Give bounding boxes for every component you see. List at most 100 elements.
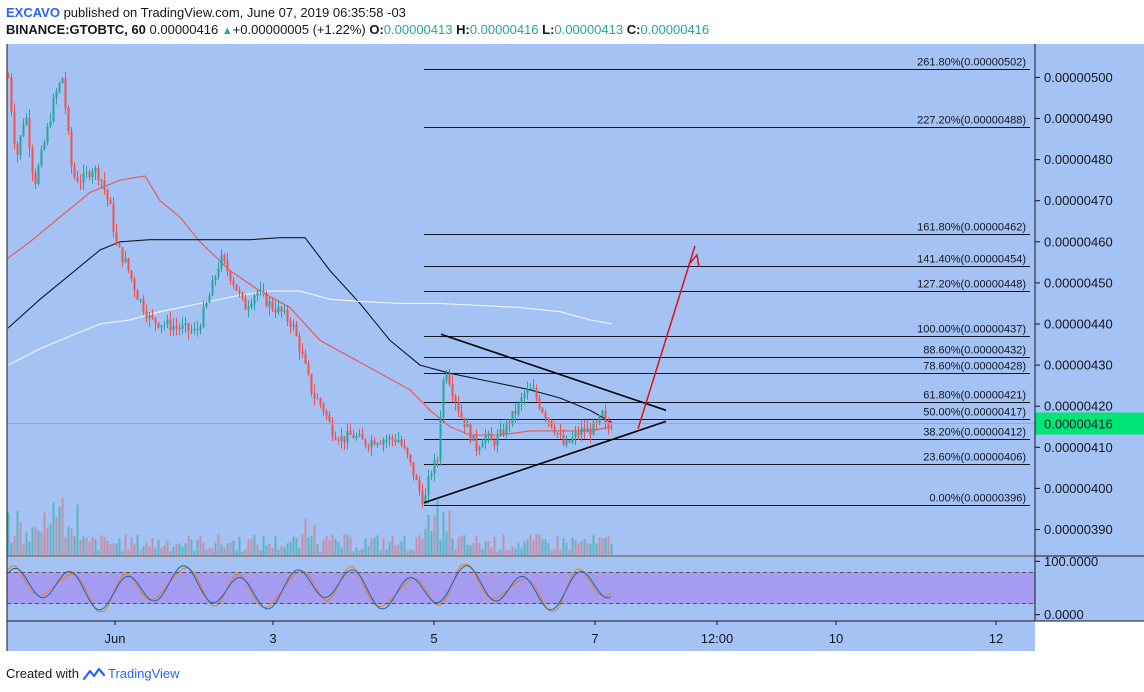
volume-bar [70,528,73,555]
candle-body [499,429,502,435]
volume-bar [40,531,43,555]
candle-body [232,280,235,285]
candle-body [142,299,145,312]
volume-bar [478,543,481,555]
candle-body [592,422,595,435]
candle-body [109,199,112,205]
volume-bar [493,536,496,555]
candle-body [283,310,286,312]
candle-body [520,397,523,403]
volume-bar [382,538,385,555]
volume-bar [322,539,325,555]
volume-bar [265,545,268,555]
volume-bar [319,551,322,555]
projection-arrow-line [637,245,696,430]
volume-bar [94,539,97,555]
volume-bar [43,512,46,555]
candle-body [418,479,421,491]
candle-body [208,295,211,303]
volume-bar [130,537,133,555]
volume-bar [238,537,241,555]
candle-body [430,473,433,477]
candle-body [226,261,229,272]
volume-bar [121,551,124,555]
time-tick-label: Jun [105,631,126,646]
candle-body [334,437,337,440]
volume-bar [490,547,493,555]
volume-bar [340,547,343,555]
candle-body [151,315,154,318]
low-label: L: [542,22,555,37]
fib-level-label: 88.60%(0.00000432) [923,345,1026,357]
volume-bar [163,545,166,555]
volume-bar [538,534,541,555]
candle-body [358,434,361,437]
volume-bar [400,541,403,555]
volume-bar [496,551,499,555]
volume-bar [22,544,25,555]
volume-bar [49,524,52,555]
candle-body [133,278,136,291]
candle-body [58,83,61,92]
candle-body [340,436,343,441]
volume-bar [505,550,508,555]
candle-body [598,415,601,424]
volume-bar [280,545,283,555]
volume-bar [100,535,103,555]
candle-body [487,433,490,436]
volume-bar [196,539,199,555]
candle-body [34,172,37,184]
price-axis-bg[interactable] [1035,44,1144,621]
author-name[interactable]: EXCAVO [6,5,60,20]
volume-bar [442,512,445,555]
volume-bar [559,550,562,555]
candle-body [403,445,406,448]
candle-body [568,440,571,443]
fib-level-label: 261.80%(0.00000502) [917,57,1026,69]
volume-bar [334,539,337,555]
publish-header: EXCAVO published on TradingView.com, Jun… [6,4,406,22]
fib-level-label: 50.00%(0.00000417) [923,407,1026,419]
candle-body [502,429,505,435]
candle-body [52,97,55,122]
volume-bar [586,543,589,555]
candle-body [295,324,298,336]
candle-body [412,462,415,477]
candle-body [166,319,169,325]
volume-bar [286,543,289,555]
candle-body [454,395,457,403]
volume-bar [97,550,100,555]
close-label: C: [626,22,641,37]
candle-body [490,433,493,441]
volume-bar [580,541,583,555]
candle-body [211,279,214,296]
high-value: 0.00000416 [469,22,539,37]
candle-body [514,410,517,415]
volume-bar [109,543,112,555]
volume-bar [352,551,355,555]
tradingview-brand[interactable]: TradingView [108,666,180,681]
fib-level-label: 78.60%(0.00000428) [923,361,1026,373]
fib-level-label: 23.60%(0.00000406) [923,452,1026,464]
price-tick-label: 0.00000410 [1044,440,1113,455]
candle-body [397,439,400,443]
candle-body [382,440,385,444]
volume-bar [361,548,364,555]
candle-body [88,172,91,178]
volume-bar [439,539,442,555]
candle-body [220,254,223,269]
volume-bar [298,547,301,555]
volume-bar [73,536,76,555]
rsi-signal-line [7,564,612,612]
volume-bar [550,550,553,555]
candle-body [178,327,181,329]
candle-body [322,404,325,412]
candle-body [190,330,193,332]
time-axis-bg[interactable] [7,621,1035,651]
volume-bar [289,541,292,555]
volume-bar [202,542,205,555]
candle-body [64,78,67,109]
candle-body [40,149,43,166]
volume-bar [463,535,466,555]
